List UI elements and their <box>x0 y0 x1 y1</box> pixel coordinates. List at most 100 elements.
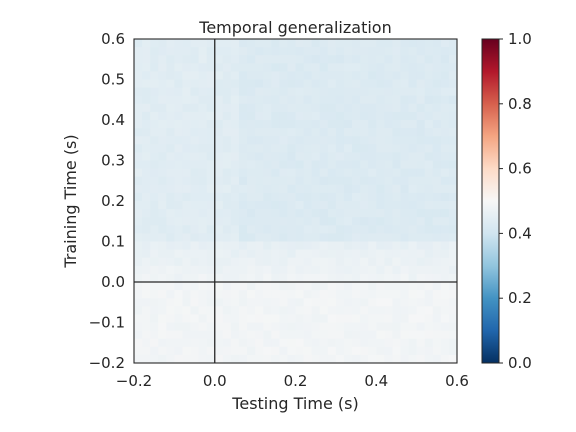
heatmap-cell <box>263 120 272 129</box>
heatmap-cell <box>255 257 264 267</box>
heatmap-cell <box>230 306 240 315</box>
heatmap-cell <box>182 330 192 340</box>
heatmap-area <box>134 39 457 363</box>
heatmap-cell <box>150 257 159 267</box>
heatmap-cell <box>327 306 337 315</box>
heatmap-cell <box>134 338 143 348</box>
heatmap-cell <box>166 225 175 234</box>
heatmap-cell <box>360 103 369 113</box>
heatmap-cell <box>335 225 345 234</box>
heatmap-cell <box>222 233 232 243</box>
heatmap-cell <box>279 241 289 251</box>
heatmap-cell <box>198 87 208 97</box>
heatmap-cell <box>384 95 393 105</box>
heatmap-cell <box>174 120 184 129</box>
heatmap-cell <box>190 201 200 210</box>
heatmap-cell <box>287 79 297 89</box>
heatmap-cell <box>198 47 208 56</box>
heatmap-cell <box>182 136 192 145</box>
heatmap-cell <box>263 184 272 194</box>
heatmap-cell <box>440 354 450 363</box>
heatmap-cell <box>230 273 240 283</box>
heatmap-cell <box>352 39 361 48</box>
heatmap-cell <box>352 330 361 340</box>
heatmap-cell <box>384 290 393 299</box>
heatmap-cell <box>352 103 361 113</box>
heatmap-cell <box>424 39 434 48</box>
heatmap-cell <box>279 257 289 267</box>
heatmap-cell <box>311 265 321 275</box>
heatmap-cell <box>166 330 175 340</box>
heatmap-cell <box>279 47 289 56</box>
heatmap-cell <box>424 354 434 363</box>
heatmap-cell <box>295 298 305 307</box>
heatmap-cell <box>448 152 457 162</box>
heatmap-cell <box>416 47 426 56</box>
heatmap-cell <box>166 233 175 243</box>
heatmap-cell <box>376 136 385 145</box>
heatmap-cell <box>295 257 305 267</box>
heatmap-cell <box>222 330 232 340</box>
heatmap-cell <box>174 233 184 243</box>
heatmap-cell <box>255 249 264 259</box>
heatmap-cell <box>263 298 272 307</box>
heatmap-cell <box>319 63 329 72</box>
heatmap-cell <box>206 160 216 170</box>
heatmap-cell <box>335 257 345 267</box>
heatmap-cell <box>319 249 329 259</box>
heatmap-cell <box>214 47 224 56</box>
heatmap-cell <box>303 201 313 210</box>
heatmap-cell <box>287 314 297 324</box>
heatmap-cell <box>400 314 410 324</box>
heatmap-cell <box>247 209 256 218</box>
heatmap-cell <box>238 160 248 170</box>
heatmap-cell <box>150 47 159 56</box>
heatmap-cell <box>142 338 151 348</box>
heatmap-cell <box>247 39 256 48</box>
heatmap-cell <box>271 306 280 315</box>
heatmap-cell <box>150 233 159 243</box>
heatmap-cell <box>360 249 369 259</box>
heatmap-cell <box>190 314 200 324</box>
heatmap-cell <box>279 290 289 299</box>
heatmap-cell <box>440 330 450 340</box>
heatmap-cell <box>448 257 457 267</box>
heatmap-cell <box>432 282 442 291</box>
heatmap-cell <box>271 39 280 48</box>
heatmap-cell <box>432 152 442 162</box>
heatmap-cell <box>384 128 393 137</box>
heatmap-cell <box>150 63 159 72</box>
heatmap-cell <box>263 136 272 145</box>
heatmap-cell <box>134 233 143 243</box>
heatmap-cell <box>158 111 167 121</box>
heatmap-cell <box>408 184 418 194</box>
heatmap-cell <box>311 168 321 178</box>
heatmap-cell <box>416 39 426 48</box>
heatmap-cell <box>198 128 208 137</box>
heatmap-cell <box>311 103 321 113</box>
heatmap-cell <box>198 306 208 315</box>
heatmap-cell <box>319 55 329 64</box>
heatmap-cell <box>352 306 361 315</box>
heatmap-cell <box>287 201 297 210</box>
heatmap-cell <box>295 338 305 348</box>
heatmap-cell <box>303 128 313 137</box>
heatmap-cell <box>416 354 426 363</box>
heatmap-cell <box>448 225 457 234</box>
heatmap-cell <box>230 111 240 121</box>
heatmap-cell <box>384 55 393 64</box>
heatmap-cell <box>238 322 248 332</box>
heatmap-cell <box>303 282 313 291</box>
heatmap-cell <box>255 168 264 178</box>
heatmap-cell <box>174 184 184 194</box>
colorbar-tick-label: 0.0 <box>508 354 532 372</box>
heatmap-cell <box>190 209 200 218</box>
heatmap-cell <box>343 79 353 89</box>
heatmap-cell <box>230 290 240 299</box>
heatmap-cell <box>174 39 184 48</box>
heatmap-cell <box>392 136 402 145</box>
heatmap-cell <box>303 314 313 324</box>
heatmap-cell <box>198 217 208 226</box>
heatmap-cell <box>432 144 442 153</box>
heatmap-cell <box>190 298 200 307</box>
